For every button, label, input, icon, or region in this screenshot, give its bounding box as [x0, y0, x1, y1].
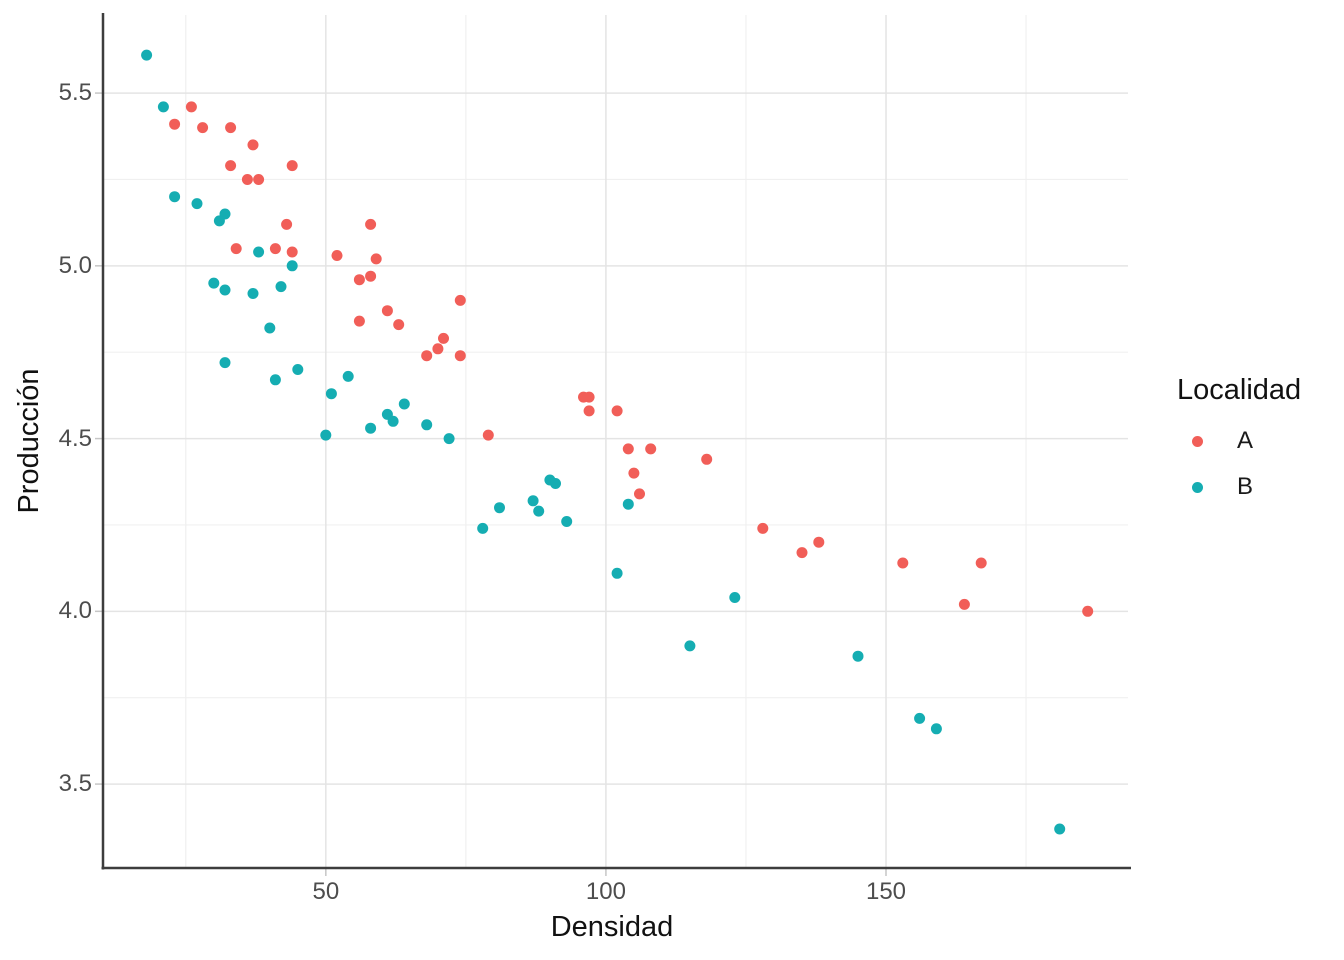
data-point-b: [365, 422, 377, 434]
data-point-a: [432, 343, 444, 355]
data-point-b: [275, 281, 287, 293]
y-tick-label: 5.0: [58, 251, 92, 279]
data-point-b: [1054, 823, 1066, 835]
data-point-a: [796, 547, 808, 559]
data-point-b: [264, 322, 276, 334]
data-point-b: [342, 370, 354, 382]
data-point-a: [583, 405, 595, 417]
data-point-a: [225, 160, 237, 172]
data-point-b: [191, 198, 203, 210]
data-point-b: [611, 567, 623, 579]
legend-title: Localidad: [1177, 374, 1302, 406]
legend-item-a-label: A: [1237, 427, 1254, 454]
data-point-a: [813, 536, 825, 548]
data-point-a: [482, 429, 494, 441]
data-point-b: [169, 191, 181, 203]
data-point-a: [365, 270, 377, 282]
data-point-b: [527, 495, 539, 507]
data-point-a: [634, 488, 645, 500]
data-point-b: [443, 433, 455, 445]
data-point-b: [477, 522, 489, 534]
data-point-b: [852, 650, 864, 662]
data-point-a: [381, 305, 393, 317]
data-point-a: [269, 243, 281, 255]
data-point-a: [757, 522, 769, 534]
data-point-a: [421, 350, 433, 362]
data-point-a: [454, 350, 466, 362]
x-tick-label: 50: [312, 878, 340, 905]
data-point-b: [286, 260, 298, 272]
y-tick-label: 5.5: [58, 79, 92, 107]
data-point-b: [219, 357, 231, 369]
data-point-a: [645, 443, 657, 455]
data-point-b: [729, 592, 741, 603]
data-point-a: [353, 315, 365, 327]
data-point-a: [370, 253, 382, 265]
data-point-b: [325, 388, 337, 400]
data-point-a: [241, 174, 253, 185]
data-point-b: [320, 429, 332, 441]
data-point-b: [398, 398, 410, 410]
y-tick-label: 3.5: [58, 770, 92, 798]
data-point-b: [157, 101, 169, 113]
data-point-a: [225, 122, 237, 134]
x-axis-title: Densidad: [550, 911, 674, 943]
data-point-a: [628, 467, 640, 479]
data-point-a: [197, 122, 209, 134]
data-point-b: [914, 712, 926, 724]
data-point-a: [185, 101, 197, 113]
data-point-a: [975, 557, 987, 569]
series-b-dot-icon: [1192, 481, 1203, 493]
y-tick-label: 4.5: [58, 424, 92, 452]
data-point-a: [286, 160, 298, 172]
data-point-b: [622, 498, 634, 510]
data-point-b: [213, 215, 225, 227]
data-point-b: [421, 419, 433, 431]
data-point-b: [253, 246, 265, 258]
data-point-a: [454, 294, 466, 306]
legend-item-b-label: B: [1237, 473, 1254, 500]
data-point-a: [253, 174, 265, 185]
data-point-b: [208, 277, 220, 289]
data-point-b: [292, 364, 304, 375]
data-point-a: [611, 405, 623, 417]
data-point-b: [387, 415, 399, 427]
data-point-a: [583, 391, 595, 403]
data-point-a: [353, 274, 365, 286]
data-point-b: [930, 723, 942, 735]
data-point-a: [230, 243, 242, 255]
data-point-b: [269, 374, 281, 386]
data-point-b: [561, 516, 573, 527]
data-point-a: [393, 319, 405, 331]
data-point-b: [141, 49, 153, 61]
legend-item-a: A: [1177, 427, 1253, 455]
y-tick-label: 4.0: [58, 597, 92, 625]
x-tick-label: 150: [865, 878, 907, 905]
series-a-dot-icon: [1192, 435, 1203, 447]
x-tick-label: 100: [585, 878, 626, 905]
data-point-a: [286, 246, 298, 258]
data-point-b: [550, 478, 561, 489]
data-point-b: [533, 505, 545, 517]
data-point-a: [281, 218, 293, 230]
data-point-b: [219, 284, 231, 296]
data-point-a: [169, 118, 181, 130]
data-point-a: [331, 250, 343, 261]
data-point-a: [701, 453, 713, 465]
legend: Localidad A B: [1177, 374, 1344, 500]
data-point-b: [684, 640, 696, 652]
data-point-b: [247, 288, 259, 299]
data-point-a: [622, 443, 634, 455]
data-point-a: [438, 332, 449, 344]
data-point-a: [1082, 605, 1094, 617]
legend-item-b: B: [1177, 473, 1253, 501]
data-point-a: [247, 139, 259, 151]
data-point-a: [897, 557, 909, 569]
data-point-a: [365, 218, 377, 230]
data-point-a: [958, 598, 970, 610]
data-point-b: [494, 502, 505, 514]
